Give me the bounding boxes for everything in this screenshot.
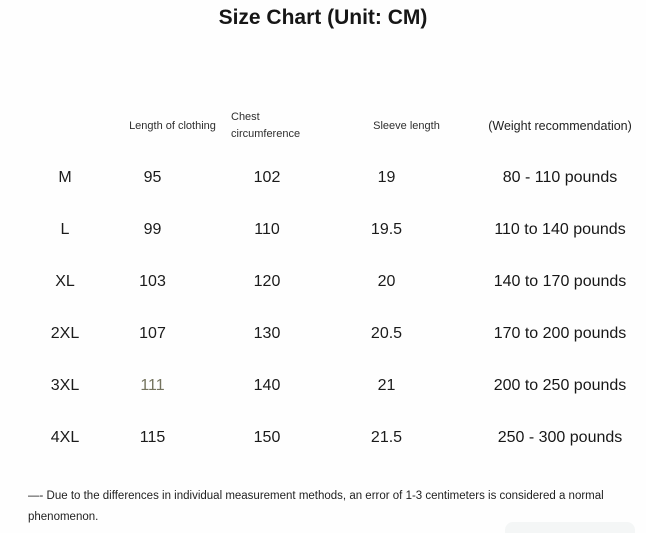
length-value: 95	[143, 169, 162, 186]
header-length: Length of clothing	[129, 120, 216, 132]
length-value: 99	[143, 221, 162, 238]
table-header-row: Length of clothing Chest circumference S…	[0, 100, 646, 152]
table-row-l: L 99 110 19.5 110 to 140 pounds	[0, 204, 646, 256]
header-chest: Chest circumference	[211, 109, 331, 143]
weight-value: 250 - 300 pounds	[497, 429, 623, 446]
chest-value: 110	[254, 221, 280, 238]
header-sleeve: Sleeve length	[373, 120, 440, 132]
sleeve-value: 21.5	[370, 429, 403, 446]
size-label: 4XL	[50, 429, 80, 446]
sleeve-value: 20.5	[370, 325, 403, 342]
sleeve-value: 19.5	[370, 221, 403, 238]
chest-value: 102	[253, 169, 281, 186]
size-label: M	[58, 169, 72, 186]
header-weight: (Weight recommendation)	[488, 119, 632, 133]
table-row-xl: XL 103 120 20 140 to 170 pounds	[0, 256, 646, 308]
length-value: 103	[139, 273, 166, 290]
sleeve-value: 20	[377, 273, 396, 290]
sleeve-value: 19	[377, 169, 396, 186]
weight-value: 110 to 140 pounds	[494, 221, 626, 238]
length-value-highlighted: 111	[140, 377, 165, 394]
measurement-disclaimer: —- Due to the differences in individual …	[28, 490, 604, 524]
size-label: XL	[55, 273, 75, 290]
length-value: 115	[139, 429, 166, 446]
size-label: L	[60, 221, 70, 238]
table-row-2xl: 2XL 107 130 20.5 170 to 200 pounds	[0, 308, 646, 360]
header-chest-label: Chest circumference	[231, 110, 301, 140]
size-label: 2XL	[50, 325, 80, 342]
table-row-m: M 95 102 19 80 - 110 pounds	[0, 152, 646, 204]
chest-value: 120	[253, 273, 281, 290]
weight-value: 140 to 170 pounds	[493, 273, 627, 290]
page-title: Size Chart (Unit: CM)	[218, 6, 428, 29]
sleeve-value: 21	[377, 377, 396, 394]
weight-value: 80 - 110 pounds	[502, 169, 618, 186]
weight-value: 170 to 200 pounds	[493, 325, 627, 342]
chest-value: 140	[253, 377, 281, 394]
table-row-3xl: 3XL 111 140 21 200 to 250 pounds	[0, 360, 646, 412]
next-image-edge	[505, 522, 635, 533]
chest-value: 150	[253, 429, 281, 446]
length-value: 107	[139, 325, 166, 342]
weight-value: 200 to 250 pounds	[493, 377, 627, 394]
table-row-4xl: 4XL 115 150 21.5 250 - 300 pounds	[0, 412, 646, 464]
size-table: Length of clothing Chest circumference S…	[0, 100, 646, 464]
size-label: 3XL	[50, 377, 80, 394]
chest-value: 130	[253, 325, 281, 342]
